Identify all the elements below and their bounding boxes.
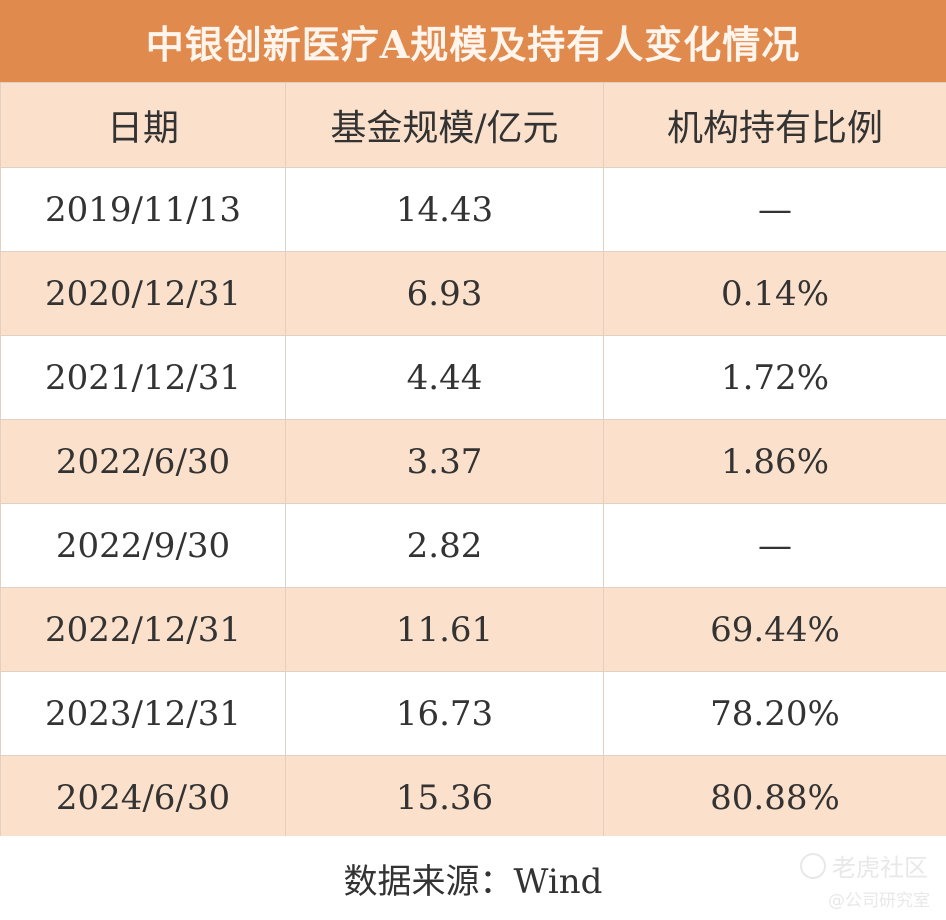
data-table: 日期 基金规模/亿元 机构持有比例 2019/11/13 14.43 — 202…	[0, 82, 946, 840]
cell-date: 2024/6/30	[0, 755, 286, 840]
cell-fund-size: 14.43	[285, 167, 604, 252]
cell-fund-size: 6.93	[285, 251, 604, 336]
cell-date: 2021/12/31	[0, 335, 286, 420]
cell-date: 2022/12/31	[0, 587, 286, 672]
cell-institutional-ratio: 69.44%	[603, 587, 946, 672]
cell-institutional-ratio: —	[603, 167, 946, 252]
cell-date: 2022/9/30	[0, 503, 286, 588]
cell-institutional-ratio: 78.20%	[603, 671, 946, 756]
table-title: 中银创新医疗A规模及持有人变化情况	[0, 0, 946, 82]
cell-date: 2019/11/13	[0, 167, 286, 252]
watermark-sub-text: @公司研究室	[828, 891, 930, 911]
cell-fund-size: 3.37	[285, 419, 604, 504]
header-date: 日期	[0, 82, 286, 168]
cell-institutional-ratio: —	[603, 503, 946, 588]
table-row: 2021/12/31 4.44 1.72%	[0, 335, 946, 420]
cell-fund-size: 15.36	[285, 755, 604, 840]
cell-date: 2020/12/31	[0, 251, 286, 336]
cell-institutional-ratio: 0.14%	[603, 251, 946, 336]
table-row: 2023/12/31 16.73 78.20%	[0, 671, 946, 756]
cell-fund-size: 4.44	[285, 335, 604, 420]
cell-institutional-ratio: 80.88%	[603, 755, 946, 840]
tiger-community-logo-icon	[800, 852, 826, 879]
data-source-note: 数据来源：Wind	[0, 836, 946, 920]
header-fund-size: 基金规模/亿元	[285, 82, 604, 168]
table-row: 2022/12/31 11.61 69.44%	[0, 587, 946, 672]
table-row: 2020/12/31 6.93 0.14%	[0, 251, 946, 336]
cell-institutional-ratio: 1.86%	[603, 419, 946, 504]
header-institutional-ratio: 机构持有比例	[603, 82, 946, 168]
header-row: 日期 基金规模/亿元 机构持有比例	[0, 82, 946, 168]
cell-date: 2023/12/31	[0, 671, 286, 756]
table-row: 2022/6/30 3.37 1.86%	[0, 419, 946, 504]
cell-fund-size: 2.82	[285, 503, 604, 588]
table-row: 2022/9/30 2.82 —	[0, 503, 946, 588]
cell-institutional-ratio: 1.72%	[603, 335, 946, 420]
cell-fund-size: 16.73	[285, 671, 604, 756]
watermark-main-text: 老虎社区	[832, 854, 928, 882]
cell-fund-size: 11.61	[285, 587, 604, 672]
table-row: 2019/11/13 14.43 —	[0, 167, 946, 252]
table-row: 2024/6/30 15.36 80.88%	[0, 755, 946, 840]
watermark: 老虎社区	[800, 848, 928, 883]
cell-date: 2022/6/30	[0, 419, 286, 504]
